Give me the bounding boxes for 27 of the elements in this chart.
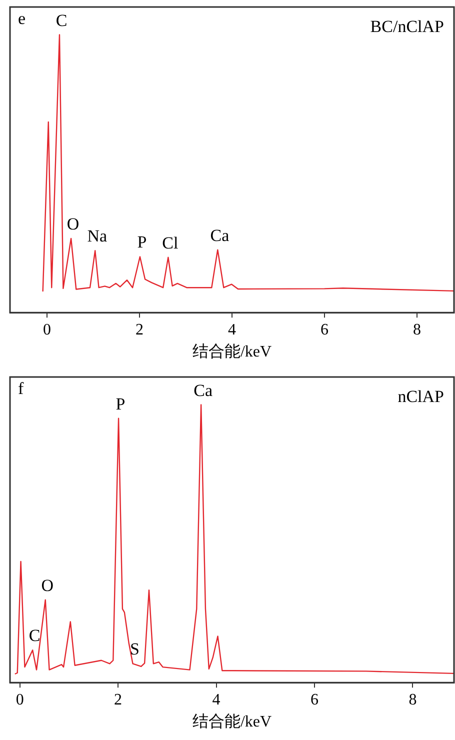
x-axis-title: 结合能/keV [192,712,272,731]
x-tick-label: 8 [413,321,421,338]
x-axis-title: 结合能/keV [192,342,272,361]
annotation: C [28,626,40,646]
x-tick-label: 8 [408,691,417,708]
x-tick-label: 4 [212,691,220,708]
x-tick-label: 2 [136,321,144,338]
x-tick-label: 6 [320,321,328,338]
annotation: P [116,394,126,414]
annotation: Ca [210,226,230,245]
x-tick-label: 4 [228,321,236,338]
x-tick-label: 6 [310,691,319,708]
annotation: O [66,214,80,234]
x-tick-label: 2 [114,691,122,708]
annotation: Na [87,226,108,246]
annotation: BC/nClAP [370,16,444,36]
annotation: O [41,576,54,595]
annotation: S [130,640,140,659]
annotation: nClAP [398,386,444,406]
annotation: Cl [162,233,178,252]
annotation: Ca [194,380,213,400]
annotation: P [137,232,147,252]
x-tick-label: 0 [16,691,24,708]
chart-title: e [18,8,26,28]
annotation: C [56,10,68,30]
x-tick-label: 0 [43,321,51,338]
chart-title: f [18,378,24,398]
